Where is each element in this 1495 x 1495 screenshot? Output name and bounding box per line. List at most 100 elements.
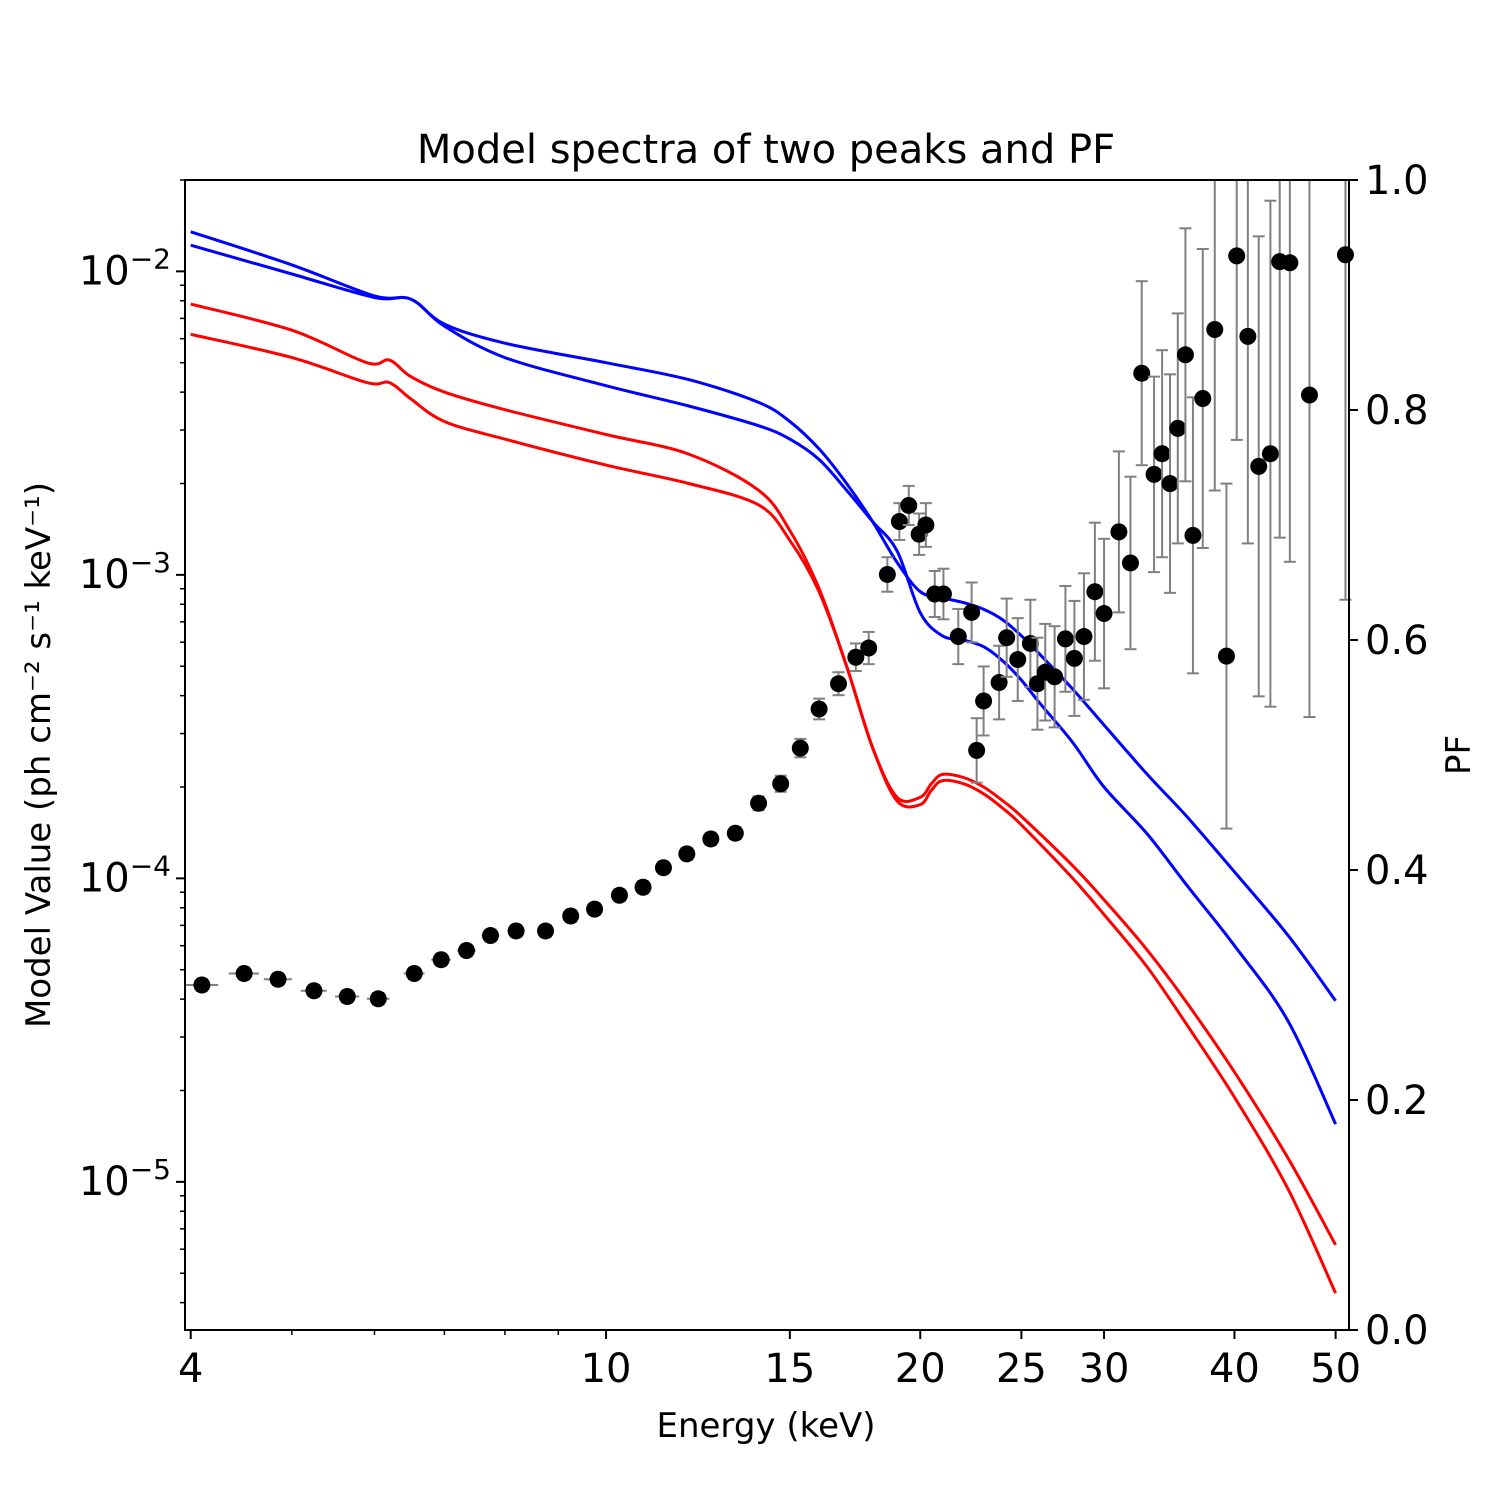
pf-point-group	[586, 900, 604, 918]
pf-point-group	[968, 717, 986, 784]
x-tick-label: 30	[1079, 1346, 1130, 1392]
pf-point-group	[1228, 179, 1246, 441]
pf-data-point	[998, 629, 1016, 647]
pf-point-group	[772, 774, 790, 793]
x-tick-label: 4	[178, 1346, 203, 1392]
pf-point-group	[457, 942, 476, 959]
pf-data-point	[432, 951, 450, 969]
pf-data-point	[338, 988, 356, 1005]
pf-point-group	[1261, 199, 1279, 708]
pf-point-group	[1217, 482, 1235, 830]
pf-data-point	[1110, 523, 1128, 541]
pf-point-group	[678, 845, 696, 863]
pf-point-group	[1110, 450, 1128, 614]
pf-point-group	[878, 556, 896, 593]
series-line-peak-2-model-lower	[190, 332, 1337, 1294]
pf-point-group	[926, 570, 944, 618]
pf-data-point	[890, 513, 908, 531]
pf-data-point	[917, 516, 935, 534]
pf-data-point	[1300, 386, 1318, 404]
pf-data-point	[457, 942, 475, 959]
pf-point-group	[860, 630, 878, 666]
x-tick-label: 40	[1209, 1346, 1260, 1392]
pf-data-point	[1075, 628, 1093, 646]
pf-data-point	[507, 922, 525, 940]
pf-data-point	[586, 900, 604, 918]
y-axis-label-right: PF	[1439, 735, 1479, 775]
pf-point-group	[263, 970, 292, 988]
pf-data-point	[482, 927, 500, 945]
pf-point-group	[610, 886, 628, 904]
y-left-tick-label: 10−4	[79, 849, 171, 901]
pf-data-point	[772, 775, 790, 793]
pf-point-group	[507, 922, 525, 940]
pf-point-group	[830, 671, 848, 697]
pf-point-group	[975, 665, 993, 737]
pf-data-point	[269, 970, 287, 988]
pf-point-group	[1300, 179, 1318, 719]
pf-data-point	[878, 565, 896, 583]
pf-data-point	[702, 830, 720, 848]
pf-data-point	[1009, 651, 1027, 669]
pf-data-point	[1184, 526, 1202, 544]
pf-data-point	[1281, 254, 1299, 272]
pf-data-point	[990, 674, 1008, 692]
x-tick-label: 15	[764, 1346, 815, 1392]
pf-data-point	[963, 603, 981, 621]
pf-point-group	[1206, 179, 1224, 492]
pf-data-point	[654, 859, 672, 877]
chart-title: Model spectra of two peaks and PF	[417, 127, 1115, 173]
pf-point-group	[998, 597, 1016, 678]
pf-data-point	[791, 739, 809, 757]
pf-point-group	[702, 830, 720, 848]
plot-area	[185, 179, 1354, 1294]
plot-frame	[184, 179, 1350, 1331]
pf-data-point	[1021, 634, 1039, 652]
pf-point-group	[1075, 572, 1093, 701]
y-right-tick-label: 0.4	[1365, 848, 1429, 894]
y-left-tick-label: 10−5	[79, 1153, 171, 1205]
pf-point-group	[934, 567, 952, 621]
pf-point-group	[1250, 235, 1268, 698]
pf-data-point	[305, 982, 323, 1000]
pf-point-group	[1095, 537, 1113, 690]
pf-data-point	[968, 741, 986, 759]
pf-data-point	[1161, 475, 1179, 493]
pf-data-point	[1086, 583, 1104, 601]
pf-data-point	[1176, 346, 1194, 364]
y-right-tick-label: 0.8	[1365, 388, 1429, 434]
pf-point-group	[300, 982, 327, 1000]
pf-data-point	[1095, 605, 1113, 623]
pf-point-group	[537, 922, 555, 940]
pf-point-group	[1065, 599, 1083, 717]
pf-data-point	[610, 886, 628, 904]
pf-data-point	[537, 922, 555, 940]
pf-point-group	[654, 859, 672, 877]
pf-data-point	[1046, 668, 1064, 686]
pf-data-point	[1217, 647, 1235, 665]
pf-data-point	[1261, 445, 1279, 463]
pf-point-group	[1194, 248, 1212, 549]
y-right-tick-label: 0.6	[1365, 618, 1429, 664]
y-right-tick-label: 1.0	[1365, 158, 1429, 204]
pf-data-point	[1250, 457, 1268, 475]
x-axis-label: Energy (keV)	[656, 1406, 875, 1446]
pf-data-point	[1145, 465, 1163, 483]
pf-data-point	[1206, 321, 1224, 338]
pf-point-group	[1176, 227, 1194, 483]
pf-point-group	[1121, 475, 1139, 651]
pf-point-group	[917, 502, 935, 548]
pf-data-point	[847, 648, 865, 666]
pf-data-point	[1133, 364, 1151, 382]
x-tick-label: 50	[1310, 1346, 1361, 1392]
pf-data-point	[975, 692, 993, 710]
pf-point-group	[900, 484, 918, 526]
pf-data-point	[1065, 649, 1083, 667]
pf-point-group	[949, 607, 967, 666]
pf-data-point	[1239, 327, 1257, 345]
pf-point-group	[1161, 373, 1179, 594]
pf-data-point	[193, 976, 211, 994]
pf-point-group	[1281, 179, 1299, 563]
pf-point-group	[1056, 584, 1074, 693]
